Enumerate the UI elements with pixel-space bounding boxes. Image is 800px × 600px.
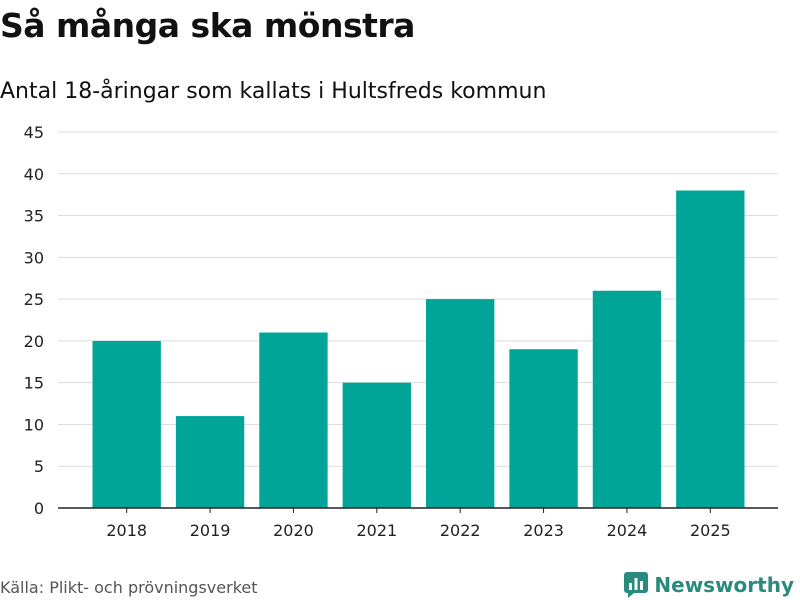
chart-title: Så många ska mönstra xyxy=(0,6,415,45)
x-tick-label: 2025 xyxy=(690,521,731,540)
source-note: Källa: Plikt- och prövningsverket xyxy=(0,578,258,597)
bar-2018 xyxy=(92,340,161,508)
bar-2024 xyxy=(592,290,662,508)
bar-2023 xyxy=(509,349,578,508)
x-tick-label: 2022 xyxy=(440,521,481,540)
newsworthy-logo-icon xyxy=(624,572,649,598)
x-tick-label: 2023 xyxy=(523,521,564,540)
bar-2022 xyxy=(426,299,495,508)
chart-subtitle: Antal 18-åringar som kallats i Hultsfred… xyxy=(0,79,547,104)
x-tick-label: 2020 xyxy=(273,521,314,540)
y-tick-label: 40 xyxy=(24,165,44,184)
y-tick-label: 30 xyxy=(24,248,44,267)
bar-2025 xyxy=(676,190,745,508)
y-tick-label: 25 xyxy=(24,290,44,309)
newsworthy-logo[interactable]: Newsworthy xyxy=(624,570,794,600)
newsworthy-logo-text: Newsworthy xyxy=(654,573,794,597)
y-tick-label: 20 xyxy=(24,332,44,351)
x-tick-label: 2019 xyxy=(190,521,231,540)
bar-2019 xyxy=(175,416,245,508)
bar-2020 xyxy=(259,332,328,508)
y-tick-label: 10 xyxy=(24,415,44,434)
x-tick-label: 2021 xyxy=(356,521,397,540)
x-tick-label: 2018 xyxy=(106,521,147,540)
bar-2021 xyxy=(342,382,411,508)
y-tick-label: 15 xyxy=(24,374,44,393)
y-tick-label: 45 xyxy=(24,123,44,142)
y-tick-label: 0 xyxy=(34,499,44,518)
x-tick-label: 2024 xyxy=(607,521,648,540)
y-tick-label: 35 xyxy=(24,207,44,226)
y-tick-label: 5 xyxy=(34,457,44,476)
